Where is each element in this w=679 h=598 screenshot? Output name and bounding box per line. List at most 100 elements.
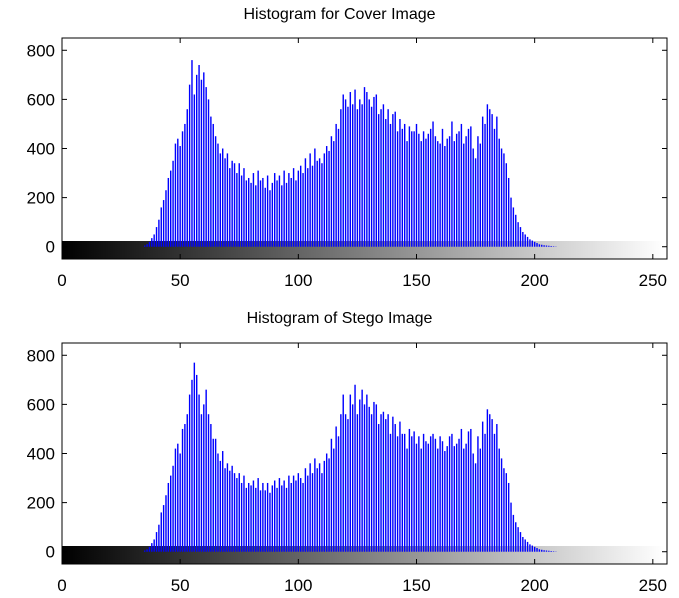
stego-histogram-bar [349, 394, 352, 552]
cover-histogram-bar [418, 133, 420, 247]
stego-histogram-bar [465, 443, 467, 552]
stego-histogram-bar [264, 490, 266, 552]
stego-histogram-bar [255, 487, 257, 552]
stego-histogram-bar [512, 514, 515, 552]
cover-histogram-bar [470, 126, 472, 247]
stego-histogram-bar [522, 536, 524, 552]
stego-histogram-bar [387, 414, 389, 552]
cover-histogram-bar [448, 136, 451, 247]
cover-histogram-bar [314, 148, 316, 247]
cover-histogram-bar [524, 234, 526, 247]
cover-histogram-bar [441, 128, 444, 247]
cover-histogram-bar [295, 180, 297, 247]
stego-histogram-bar [507, 482, 510, 552]
cover-histogram-bar [330, 136, 333, 247]
cover-histogram-bar [146, 244, 148, 247]
cover-histogram-bar [186, 109, 188, 247]
cover-histogram-bar [181, 131, 184, 247]
cover-histogram-bar [247, 177, 250, 247]
stego-histogram-bar [285, 487, 288, 552]
cover-histogram-bar [236, 173, 238, 247]
stego-histogram-bar [382, 411, 385, 552]
stego-histogram-bar [344, 414, 347, 552]
cover-histogram-bar [536, 243, 538, 247]
stego-histogram-bar [200, 414, 203, 552]
stego-histogram-bar [354, 384, 356, 552]
stego-histogram-bar [191, 379, 193, 552]
cover-histogram-bar [474, 158, 477, 247]
cover-histogram-bar [144, 245, 146, 247]
stego-histogram-bar [422, 433, 425, 552]
cover-histogram-bar [500, 148, 503, 247]
stego-histogram-bar [302, 482, 304, 552]
stego-histogram-bar [153, 539, 155, 552]
cover-histogram-bar [252, 173, 255, 247]
stego-histogram-bar [221, 451, 224, 552]
stego-y-tick-label: 400 [27, 445, 55, 464]
stego-histogram-bar [463, 448, 465, 552]
stego-histogram-bar [314, 458, 316, 552]
stego-histogram-bar [266, 482, 269, 552]
cover-histogram-bar [214, 136, 217, 247]
stego-histogram-bar [311, 473, 314, 552]
stego-histogram-bar [205, 389, 207, 552]
stego-histogram-bar [165, 495, 167, 552]
cover-histogram-bar [311, 165, 314, 247]
stego-y-tick-label: 600 [27, 395, 55, 414]
cover-histogram-bar [302, 173, 304, 247]
stego-y-tick-label: 800 [27, 346, 55, 365]
cover-histogram-bar [148, 241, 151, 247]
stego-histogram-bar [295, 480, 297, 552]
stego-histogram-bar [193, 362, 196, 552]
cover-histogram-bar [425, 138, 427, 247]
stego-histogram-bar [458, 438, 460, 552]
stego-histogram-bar [321, 473, 323, 552]
stego-histogram-bar [427, 443, 430, 552]
cover-histogram-bar [179, 146, 181, 247]
cover-histogram-bar [427, 133, 430, 247]
stego-histogram-bar [515, 522, 517, 552]
cover-histogram-bar [543, 245, 545, 247]
cover-histogram-bar [479, 143, 482, 247]
stego-histogram-bar [444, 451, 446, 552]
stego-histogram-bar [174, 448, 177, 552]
cover-histogram-bar [526, 236, 529, 247]
cover-histogram-bar [250, 182, 252, 247]
cover-histogram-bar [212, 123, 214, 247]
cover-histogram-bar [538, 244, 541, 247]
cover-histogram-bar [491, 114, 493, 247]
stego-histogram-bar [368, 406, 370, 552]
cover-histogram-bar [413, 131, 415, 247]
cover-histogram-bar [153, 234, 155, 247]
cover-histogram-bar [278, 175, 281, 247]
cover-histogram-bar [257, 170, 259, 247]
stego-histogram-bar [337, 436, 340, 552]
stego-histogram-bar [385, 419, 387, 552]
cover-histogram-bar [210, 116, 212, 247]
cover-histogram-bar [512, 207, 515, 247]
stego-histogram-bar [231, 465, 233, 552]
stego-histogram-bar [531, 545, 534, 552]
stego-histogram-bar [489, 414, 491, 552]
stego-histogram-bar [210, 424, 212, 552]
cover-histogram-bar [240, 175, 243, 247]
stego-histogram-bar [474, 463, 477, 552]
cover-histogram-bar [375, 94, 378, 247]
cover-histogram-bar [340, 109, 342, 247]
cover-histogram-bar [387, 109, 389, 247]
cover-histogram-bar [510, 197, 512, 247]
cover-histogram-bar [229, 168, 231, 247]
stego-histogram-bar [335, 426, 337, 552]
stego-histogram-bar [340, 414, 342, 552]
stego-histogram-bar [167, 482, 170, 552]
cover-histogram-bar [266, 175, 269, 247]
stego-histogram-bar [446, 446, 448, 552]
stego-histogram-bar [288, 475, 290, 552]
stego-histogram-bar [226, 463, 229, 552]
stego-x-tick-label: 0 [57, 576, 66, 595]
stego-histogram-bar [271, 485, 274, 552]
stego-histogram-bar [155, 532, 158, 552]
stego-histogram-bar [448, 436, 451, 552]
cover-histogram-bar [219, 153, 222, 247]
stego-histogram-bar [328, 458, 330, 552]
